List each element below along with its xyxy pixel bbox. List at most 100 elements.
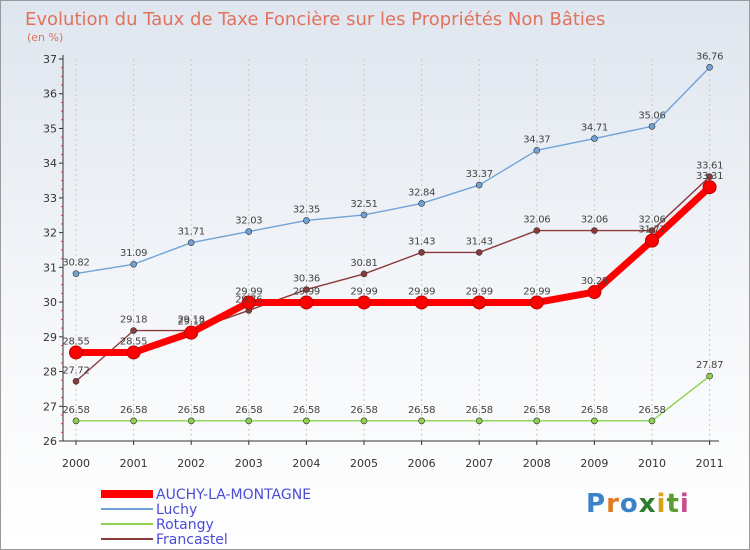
- x-tick-label: 2009: [580, 457, 608, 470]
- data-point: [648, 417, 656, 425]
- data-label: 29.99: [235, 286, 262, 297]
- data-point: [587, 285, 602, 300]
- y-tick-label: 33: [43, 192, 57, 205]
- data-label: 29.18: [120, 315, 147, 326]
- x-tick-label: 2004: [292, 457, 320, 470]
- data-label: 32.06: [523, 215, 550, 226]
- y-tick-label: 35: [43, 122, 57, 135]
- data-label: 28.55: [120, 336, 147, 347]
- data-point: [591, 227, 598, 234]
- y-tick-label: 27: [43, 400, 57, 413]
- y-axis-unit: (en %): [27, 31, 63, 44]
- data-label: 34.71: [581, 123, 608, 134]
- data-label: 30.81: [350, 258, 377, 269]
- data-point: [245, 228, 253, 235]
- data-label: 30.29: [581, 276, 608, 287]
- data-label: 32.06: [638, 215, 665, 226]
- data-label: 26.58: [466, 405, 493, 416]
- data-label: 33.37: [466, 169, 493, 180]
- data-label: 31.09: [120, 248, 147, 259]
- y-tick-label: 31: [43, 261, 57, 274]
- x-tick-label: 2000: [62, 457, 90, 470]
- data-label: 32.84: [408, 187, 435, 198]
- logo-letter: P: [586, 489, 607, 519]
- data-label: 31.71: [178, 227, 205, 238]
- data-point: [72, 377, 80, 385]
- data-label: 29.99: [408, 286, 435, 297]
- x-tick-label: 2007: [465, 457, 493, 470]
- data-point: [702, 180, 717, 195]
- data-label: 32.35: [293, 204, 320, 215]
- data-point: [360, 211, 368, 219]
- y-tick-label: 37: [43, 53, 57, 66]
- chart-title: Evolution du Taux de Taxe Foncière sur l…: [25, 9, 605, 30]
- x-tick-label: 2006: [408, 457, 436, 470]
- data-point: [706, 372, 713, 380]
- data-label: 26.58: [178, 405, 205, 416]
- y-tick-label: 34: [43, 157, 57, 170]
- data-point: [529, 295, 544, 310]
- data-point: [591, 417, 598, 425]
- data-point: [591, 135, 598, 142]
- data-label: 32.06: [581, 215, 608, 226]
- data-label: 32.03: [235, 216, 262, 227]
- data-point: [648, 227, 656, 234]
- data-point: [414, 295, 429, 310]
- data-point: [245, 417, 253, 425]
- data-label: 34.37: [523, 134, 550, 145]
- logo-letter: i: [679, 489, 690, 519]
- data-point: [533, 417, 541, 425]
- data-point: [72, 270, 80, 277]
- data-point: [299, 295, 314, 310]
- data-label: 30.82: [62, 258, 89, 269]
- data-point: [126, 345, 141, 360]
- data-point: [187, 417, 195, 425]
- data-label: 29.99: [350, 286, 377, 297]
- x-tick-label: 2011: [696, 457, 724, 470]
- x-tick-label: 2001: [120, 457, 148, 470]
- series-line-francastel: [75, 176, 711, 382]
- data-point: [303, 417, 310, 425]
- logo-letter: i: [656, 489, 667, 519]
- legend-label: Francastel: [156, 532, 228, 548]
- data-point: [475, 181, 483, 189]
- data-point: [533, 147, 541, 154]
- x-tick-label: 2010: [638, 457, 666, 470]
- data-label: 36.76: [696, 51, 723, 62]
- data-label: 29.99: [523, 286, 550, 297]
- data-point: [303, 286, 310, 293]
- data-point: [475, 249, 483, 256]
- data-label: 33.31: [696, 171, 723, 182]
- logo-letter: r: [606, 489, 620, 519]
- data-label: 26.58: [581, 405, 608, 416]
- data-label: 29.99: [293, 286, 320, 297]
- data-label: 26.58: [408, 405, 435, 416]
- data-point: [706, 64, 713, 71]
- data-label: 29.18: [178, 315, 205, 326]
- legend-label: Luchy: [156, 502, 197, 518]
- logo-letter: x: [638, 489, 657, 519]
- data-label: 26.58: [350, 405, 377, 416]
- legend-label: AUCHY-LA-MONTAGNE: [156, 487, 311, 503]
- data-label: 35.06: [638, 110, 665, 121]
- data-label: 26.58: [120, 405, 147, 416]
- data-point: [645, 233, 659, 248]
- logo-letter: t: [666, 489, 680, 519]
- x-tick-label: 2003: [235, 457, 263, 470]
- series-line-auchy-la-montagne: [76, 184, 712, 356]
- data-label: 31.43: [466, 236, 493, 247]
- data-point: [357, 295, 371, 310]
- data-label: 32.51: [350, 199, 377, 210]
- data-point: [130, 327, 137, 334]
- data-point: [187, 239, 195, 247]
- data-point: [184, 325, 199, 340]
- data-point: [648, 123, 656, 130]
- data-point: [418, 249, 425, 256]
- data-label: 33.61: [696, 161, 723, 172]
- data-label: 29.12: [178, 317, 205, 328]
- data-label: 30.36: [293, 274, 320, 285]
- data-label: 26.58: [62, 405, 89, 416]
- x-tick-label: 2002: [177, 457, 205, 470]
- data-label: 26.58: [638, 405, 665, 416]
- data-point: [130, 417, 137, 425]
